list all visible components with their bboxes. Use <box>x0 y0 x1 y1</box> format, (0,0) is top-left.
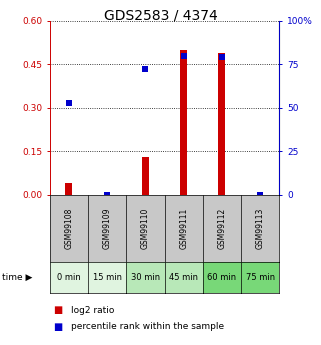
Text: time ▶: time ▶ <box>2 273 32 282</box>
Text: ■: ■ <box>53 322 62 332</box>
Point <box>219 55 224 60</box>
Point <box>66 100 72 105</box>
Text: log2 ratio: log2 ratio <box>71 306 114 315</box>
Bar <box>142 157 149 195</box>
Text: GDS2583 / 4374: GDS2583 / 4374 <box>104 9 217 23</box>
Text: GSM99110: GSM99110 <box>141 208 150 249</box>
Text: GSM99113: GSM99113 <box>256 208 265 249</box>
Text: 30 min: 30 min <box>131 273 160 282</box>
Text: GSM99108: GSM99108 <box>65 208 74 249</box>
Text: 60 min: 60 min <box>207 273 237 282</box>
Bar <box>180 50 187 195</box>
Text: GSM99109: GSM99109 <box>103 208 112 249</box>
Point <box>143 67 148 72</box>
Text: GSM99111: GSM99111 <box>179 208 188 249</box>
Text: ■: ■ <box>53 306 62 315</box>
Bar <box>219 53 225 195</box>
Text: percentile rank within the sample: percentile rank within the sample <box>71 322 224 331</box>
Bar <box>65 183 72 195</box>
Point <box>257 192 263 198</box>
Point <box>181 53 186 58</box>
Text: 15 min: 15 min <box>93 273 122 282</box>
Point <box>105 192 110 198</box>
Text: 45 min: 45 min <box>169 273 198 282</box>
Text: 75 min: 75 min <box>246 273 275 282</box>
Text: 0 min: 0 min <box>57 273 81 282</box>
Text: GSM99112: GSM99112 <box>217 208 226 249</box>
